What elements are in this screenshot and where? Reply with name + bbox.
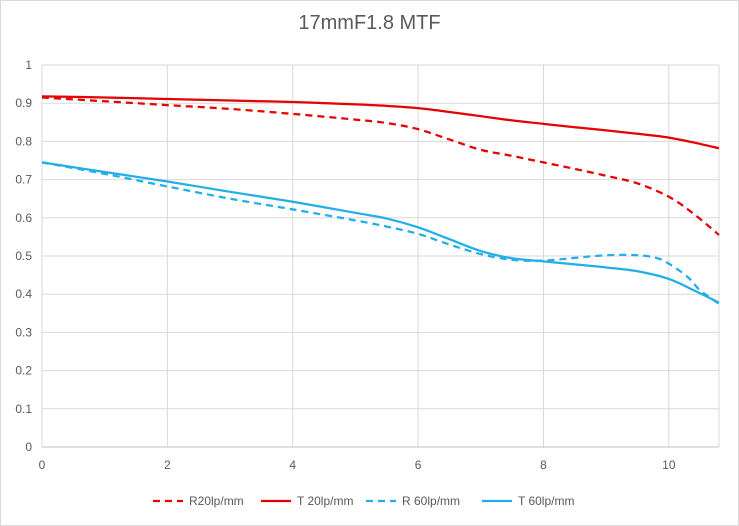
series-line-2 bbox=[41, 161, 720, 305]
x-tick-label: 8 bbox=[540, 458, 547, 472]
x-tick-label: 10 bbox=[662, 458, 676, 472]
x-tick-label: 0 bbox=[39, 458, 46, 472]
y-tick-label: 0.9 bbox=[15, 96, 32, 110]
y-tick-labels: 0 0.1 0.2 0.3 0.4 0.5 0.6 0.7 0.8 0.9 1 bbox=[15, 58, 32, 454]
y-tick-label: 0.8 bbox=[15, 134, 32, 148]
y-tick-label: 0.4 bbox=[15, 287, 32, 301]
series-lines bbox=[41, 95, 720, 305]
chart-title: 17mmF1.8 MTF bbox=[298, 12, 441, 34]
axes bbox=[41, 65, 720, 448]
y-tick-label: 0.2 bbox=[15, 364, 32, 378]
y-tick-label: 0.1 bbox=[15, 402, 32, 416]
x-tick-labels: 0 2 4 6 8 10 bbox=[39, 458, 676, 472]
x-tick-label: 4 bbox=[289, 458, 296, 472]
x-tick-label: 2 bbox=[164, 458, 171, 472]
legend-label: R20lp/mm bbox=[189, 494, 244, 508]
x-tick-label: 6 bbox=[415, 458, 422, 472]
legend-label: R 60lp/mm bbox=[402, 494, 460, 508]
y-tick-label: 0.3 bbox=[15, 325, 32, 339]
legend-label: T 20lp/mm bbox=[297, 494, 353, 508]
gridlines bbox=[42, 64, 719, 447]
series-line-1 bbox=[41, 95, 720, 150]
y-tick-label: 0.6 bbox=[15, 211, 32, 225]
series-line-0 bbox=[41, 96, 720, 236]
y-tick-label: 0 bbox=[25, 440, 32, 454]
legend-label: T 60lp/mm bbox=[518, 494, 574, 508]
y-tick-label: 0.7 bbox=[15, 173, 32, 187]
y-tick-label: 1 bbox=[25, 58, 32, 72]
y-tick-label: 0.5 bbox=[15, 249, 32, 263]
series-line-3 bbox=[41, 161, 720, 304]
legend: R20lp/mm T 20lp/mm R 60lp/mm T 60lp/mm bbox=[153, 494, 574, 508]
